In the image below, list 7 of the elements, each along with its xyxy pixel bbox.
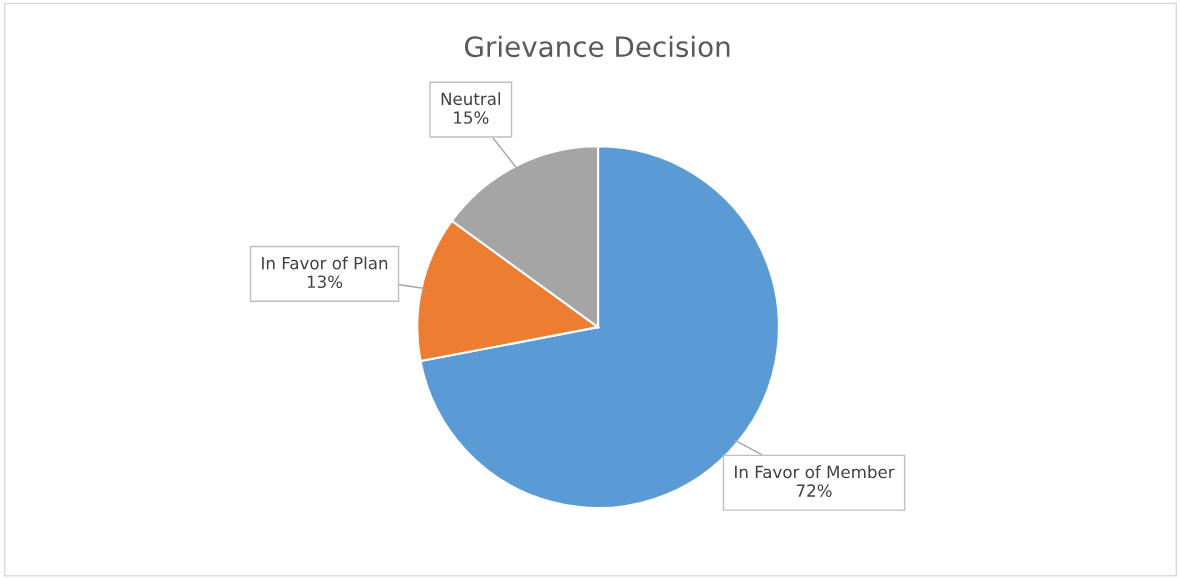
data-label: 13% xyxy=(307,275,343,289)
data-label: 72% xyxy=(796,484,832,497)
slice-label: In Favor of Member xyxy=(735,465,895,479)
slice-label: In Favor of Plan xyxy=(262,256,388,270)
slice-label: Neutral xyxy=(441,92,500,106)
chart-title: Grievance Decision xyxy=(465,35,730,58)
data-label: 15% xyxy=(454,111,489,124)
